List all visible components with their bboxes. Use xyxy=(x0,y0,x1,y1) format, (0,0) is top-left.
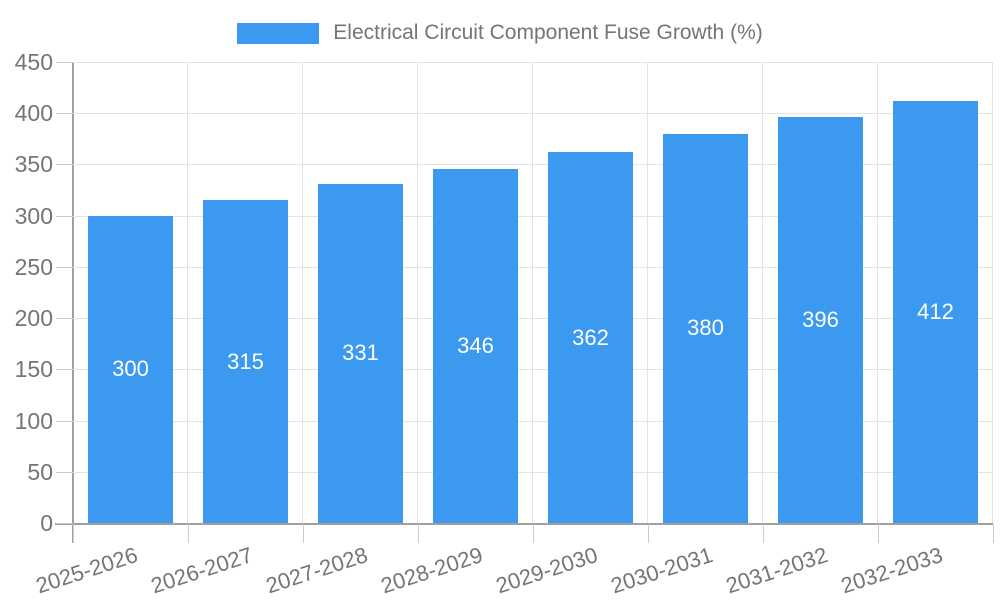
x-axis-tick-label: 2025-2026 xyxy=(33,542,141,599)
x-tick-mark xyxy=(648,524,649,543)
y-axis-tick-label: 150 xyxy=(14,356,53,383)
plot-area: 300 315 331 346 362 380 396 412 xyxy=(73,62,993,523)
x-tick-mark xyxy=(993,524,994,543)
y-axis-tick-label: 300 xyxy=(14,202,53,229)
x-gridline xyxy=(532,62,533,523)
y-axis-tick-label: 350 xyxy=(14,151,53,178)
x-tick-mark xyxy=(533,524,534,543)
y-gridline xyxy=(73,215,993,217)
y-axis-line xyxy=(72,62,74,543)
bar-value-label: 300 xyxy=(112,356,149,382)
x-axis-line xyxy=(55,523,993,525)
y-tick-mark xyxy=(56,62,73,63)
y-tick-mark xyxy=(56,164,73,166)
bar-value-label: 315 xyxy=(227,348,264,374)
legend-swatch[interactable] xyxy=(237,22,320,44)
y-axis-tick-label: 250 xyxy=(14,253,53,280)
x-gridline xyxy=(877,62,878,523)
y-tick-mark xyxy=(56,471,73,473)
bar: 331 xyxy=(318,183,403,523)
x-axis-tick-label: 2026-2027 xyxy=(148,542,256,599)
x-gridline xyxy=(187,62,188,523)
y-tick-mark xyxy=(56,215,73,217)
bar: 396 xyxy=(778,117,863,523)
bar-value-label: 380 xyxy=(687,315,724,341)
x-axis-tick-label: 2031-2032 xyxy=(723,542,831,599)
bar-value-label: 362 xyxy=(572,324,609,350)
bar-value-label: 412 xyxy=(917,298,954,324)
y-tick-mark xyxy=(56,318,73,320)
x-axis-tick-label: 2028-2029 xyxy=(378,542,486,599)
y-gridline xyxy=(73,420,993,422)
x-tick-mark xyxy=(878,524,879,543)
y-axis-tick-label: 200 xyxy=(14,305,53,332)
x-tick-mark xyxy=(188,524,189,543)
y-gridline xyxy=(73,266,993,268)
x-gridline xyxy=(762,62,763,523)
bar: 300 xyxy=(88,215,173,523)
x-gridline xyxy=(302,62,303,523)
bar: 346 xyxy=(433,168,518,523)
y-gridline xyxy=(73,318,993,320)
y-axis-tick-label: 0 xyxy=(40,510,53,536)
x-gridline xyxy=(992,62,993,523)
x-axis-tick-label: 2027-2028 xyxy=(263,542,371,599)
bar: 412 xyxy=(893,100,978,523)
y-axis-tick-label: 400 xyxy=(14,100,53,127)
x-axis-tick-label: 2030-2031 xyxy=(608,542,716,599)
bar: 362 xyxy=(548,152,633,523)
y-tick-mark xyxy=(56,523,73,524)
bar-value-label: 396 xyxy=(802,307,839,333)
x-gridline xyxy=(417,62,418,523)
chart-legend[interactable]: Electrical Circuit Component Fuse Growth… xyxy=(0,16,1000,50)
bar: 315 xyxy=(203,200,288,523)
y-tick-mark xyxy=(56,266,73,268)
bar: 380 xyxy=(663,133,748,523)
bar-value-label: 346 xyxy=(457,332,494,358)
legend-label[interactable]: Electrical Circuit Component Fuse Growth… xyxy=(333,21,763,44)
y-axis-tick-label: 100 xyxy=(14,407,53,434)
x-tick-mark xyxy=(303,524,304,543)
y-tick-mark xyxy=(56,113,73,115)
y-gridline xyxy=(73,164,993,166)
y-gridline xyxy=(73,62,993,63)
y-axis-tick-label: 450 xyxy=(14,49,53,75)
x-axis-tick-label: 2029-2030 xyxy=(493,542,601,599)
x-axis-tick-label: 2032-2033 xyxy=(838,542,946,599)
x-tick-mark xyxy=(73,524,74,543)
y-axis-tick-label: 50 xyxy=(27,458,53,485)
bar-value-label: 331 xyxy=(342,340,379,366)
x-tick-mark xyxy=(763,524,764,543)
x-tick-mark xyxy=(418,524,419,543)
y-gridline xyxy=(73,113,993,115)
y-gridline xyxy=(73,369,993,371)
y-gridline xyxy=(73,471,993,473)
x-gridline xyxy=(647,62,648,523)
y-tick-mark xyxy=(56,369,73,371)
y-tick-mark xyxy=(56,420,73,422)
